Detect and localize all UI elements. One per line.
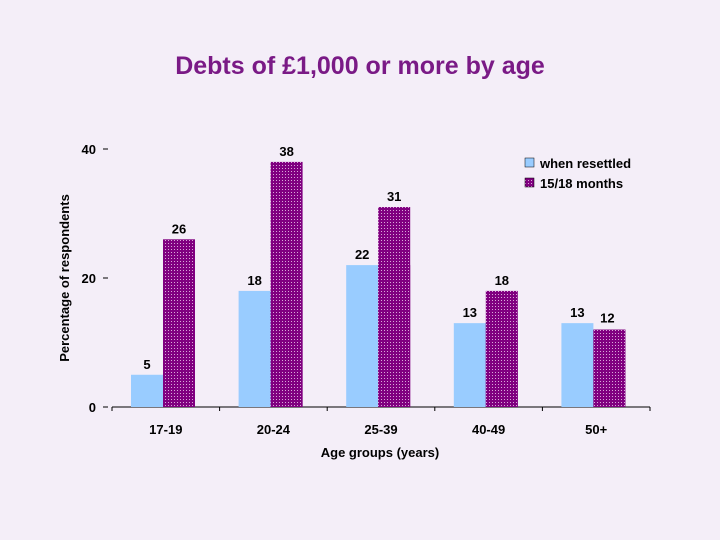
data-label: 13 — [463, 305, 477, 320]
x-tick-label: 17-19 — [149, 422, 182, 437]
x-tick-label: 20-24 — [257, 422, 291, 437]
y-tick-label: 0 — [89, 400, 96, 415]
data-label: 13 — [570, 305, 584, 320]
chart-title: Debts of £1,000 or more by age — [175, 52, 545, 80]
legend-swatch — [524, 157, 535, 168]
y-tick-label: 20 — [82, 271, 96, 286]
legend-swatch — [524, 177, 535, 188]
bar-overlap-texture — [163, 374, 195, 407]
y-axis-label: Percentage of respondents — [57, 194, 72, 362]
bar-when-resettled — [561, 323, 594, 407]
x-tick-label: 40-49 — [472, 422, 505, 437]
legend-label: 15/18 months — [540, 176, 623, 191]
bar-when-resettled — [453, 323, 486, 407]
data-label: 12 — [600, 311, 614, 326]
data-label: 38 — [279, 144, 293, 159]
data-label: 31 — [387, 189, 401, 204]
data-label: 5 — [143, 357, 150, 372]
data-label: 22 — [355, 247, 369, 262]
data-label: 18 — [247, 273, 261, 288]
x-axis-label: Age groups (years) — [321, 445, 439, 460]
bar-overlap-texture — [378, 265, 411, 407]
y-tick-label: 40 — [82, 142, 96, 157]
bar-overlap-texture — [485, 323, 518, 407]
chart-axes: Percentage of respondents Age groups (ye… — [57, 194, 650, 460]
legend: when resettled 15/18 months — [524, 156, 631, 191]
bar-overlap-texture — [270, 290, 303, 407]
bar-when-resettled — [346, 265, 379, 407]
data-label: 18 — [495, 273, 509, 288]
legend-label: when resettled — [539, 156, 631, 171]
x-tick-label: 25-39 — [364, 422, 397, 437]
x-tick-label: 50+ — [585, 422, 607, 437]
data-label: 26 — [172, 221, 186, 236]
bar-when-resettled — [238, 290, 271, 407]
bar-overlap-texture — [593, 329, 626, 407]
bar-when-resettled — [131, 374, 163, 407]
